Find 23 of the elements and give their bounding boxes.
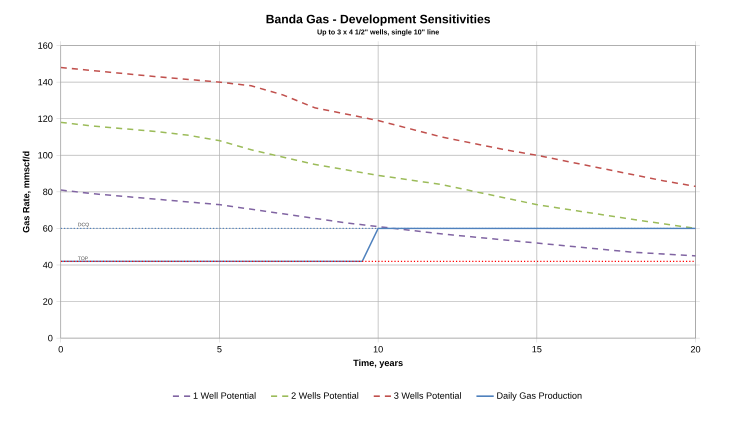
line-series bbox=[60, 189, 696, 256]
x-tick-label: 0 bbox=[58, 346, 63, 352]
line-series bbox=[60, 66, 696, 187]
chart-title: Banda Gas - Development Sensitivities bbox=[266, 14, 490, 26]
x-axis-title: Time, years bbox=[353, 359, 403, 368]
y-tick-label: 100 bbox=[38, 152, 52, 158]
y-tick-label: 20 bbox=[43, 298, 52, 305]
x-tick-label: 10 bbox=[374, 346, 383, 352]
x-tick-label: 15 bbox=[532, 346, 542, 352]
legend-label: 2 Wells Potential bbox=[292, 392, 358, 399]
legend-label: 1 Well Potential bbox=[194, 392, 256, 399]
legend-label: 3 Wells Potential bbox=[394, 392, 461, 399]
y-axis-title: Gas Rate, mmscf/d bbox=[22, 151, 31, 232]
y-tick-label: 40 bbox=[42, 262, 52, 268]
x-tick-label: 20 bbox=[690, 346, 700, 352]
y-tick-label: 120 bbox=[38, 115, 52, 122]
y-tick-label: 80 bbox=[43, 188, 52, 195]
y-tick-label: 140 bbox=[38, 78, 52, 86]
legend-label: Daily Gas Production bbox=[497, 392, 582, 400]
y-tick-label: 60 bbox=[43, 224, 52, 232]
x-tick-label: 5 bbox=[217, 346, 222, 352]
y-tick-label: 160 bbox=[38, 42, 52, 49]
y-tick-label: 0 bbox=[48, 334, 52, 342]
